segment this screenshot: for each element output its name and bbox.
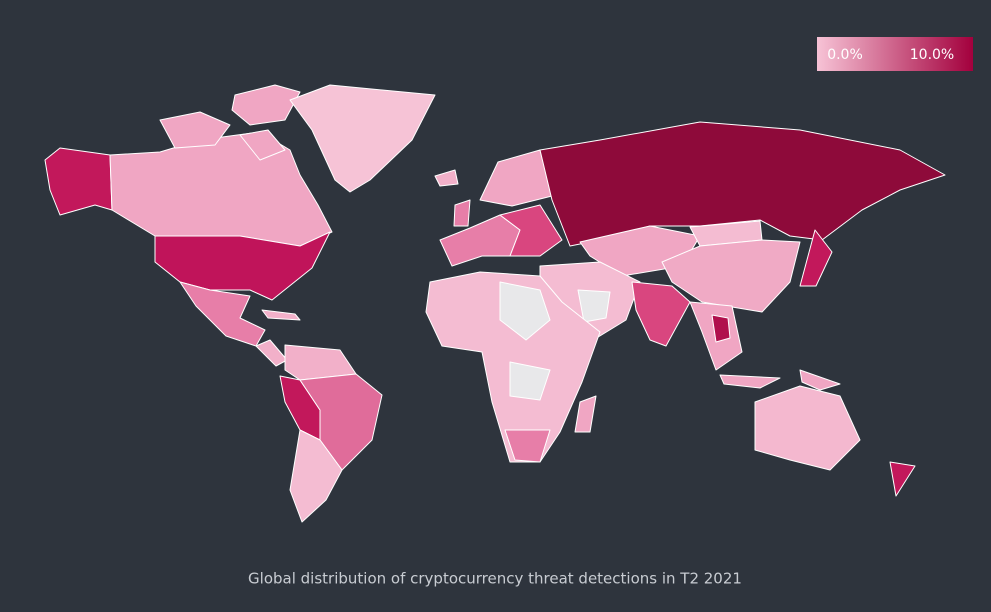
arabia-no-data [577,289,611,323]
australia [754,385,861,471]
new-zealand [889,461,916,497]
greenland [289,84,436,193]
iceland [434,169,459,187]
legend-max-label: 10.0% [910,47,954,63]
madagascar [574,395,597,433]
caribbean [261,309,301,321]
legend-gradient [817,37,973,71]
alaska [44,147,113,216]
africa-no-data [499,281,551,341]
india [631,281,691,347]
china [661,239,801,313]
eastern-europe [499,204,563,257]
legend-min-label: 0.0% [827,47,863,63]
japan [799,229,833,287]
arctic-islands [239,129,286,161]
mexico [179,281,266,347]
uk [453,199,471,227]
south-africa [504,429,551,463]
thailand [711,314,731,343]
arctic-islands [159,111,231,149]
usa [154,231,331,301]
legend: 0.0% 10.0% [817,37,973,71]
africa-no-data [509,361,551,401]
brazil [299,373,383,471]
arctic-islands [231,84,301,126]
indonesia-east [799,369,841,391]
caption: Global distribution of cryptocurrency th… [248,570,742,588]
indonesia [719,374,781,389]
countries [44,84,946,523]
southern-cone [289,429,343,523]
